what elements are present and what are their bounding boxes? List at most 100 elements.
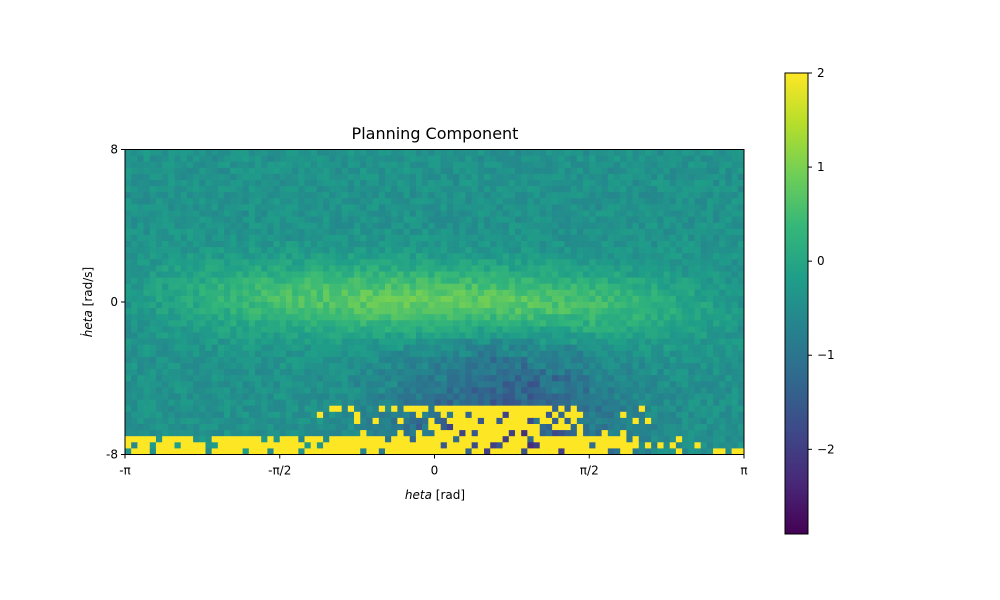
heatmap-cell	[384, 277, 392, 285]
heatmap-cell	[490, 161, 497, 169]
heatmap-cell	[706, 314, 714, 321]
heatmap-cell	[570, 387, 578, 394]
heatmap-cell	[731, 277, 739, 285]
heatmap-cell	[508, 253, 516, 260]
heatmap-cell	[719, 295, 726, 303]
heatmap-cell	[366, 283, 374, 291]
heatmap-cell	[329, 216, 336, 224]
heatmap-cell	[477, 338, 485, 346]
heatmap-cell	[372, 338, 380, 346]
heatmap-cell	[186, 411, 194, 419]
heatmap-cell	[502, 283, 510, 291]
heatmap-cell	[564, 332, 572, 340]
heatmap-cell	[508, 289, 516, 297]
heatmap-cell	[620, 186, 627, 193]
heatmap-cell	[335, 417, 343, 425]
heatmap-cell	[632, 155, 640, 163]
heatmap-cell	[626, 356, 634, 364]
heatmap-cell	[558, 375, 565, 382]
heatmap-cell	[242, 228, 250, 236]
heatmap-cell	[638, 198, 646, 205]
heatmap-cell	[514, 241, 522, 248]
heatmap-cell	[155, 216, 163, 224]
heatmap-cell	[533, 344, 541, 352]
heatmap-cell	[137, 167, 145, 175]
heatmap-cell	[347, 387, 355, 394]
heatmap-cell	[558, 265, 565, 272]
heatmap-cell	[279, 283, 287, 291]
heatmap-cell	[700, 149, 708, 157]
heatmap-cell	[403, 271, 411, 279]
heatmap-cell	[682, 332, 689, 340]
heatmap-cell	[620, 247, 627, 254]
heatmap-cell	[620, 369, 627, 376]
heatmap-cell	[174, 436, 182, 443]
heatmap-cell	[267, 289, 275, 297]
heatmap-cell	[304, 332, 312, 340]
heatmap-cell	[453, 155, 460, 163]
heatmap-cell	[428, 442, 435, 449]
heatmap-cell	[242, 271, 250, 279]
heatmap-cell	[558, 234, 565, 242]
heatmap-cell	[273, 222, 281, 230]
heatmap-cell	[688, 289, 695, 297]
heatmap-cell	[273, 259, 281, 266]
heatmap-cell	[477, 363, 485, 370]
heatmap-cell	[217, 417, 225, 425]
heatmap-cell	[273, 149, 281, 157]
heatmap-cell	[366, 387, 374, 394]
heatmap-cell	[632, 344, 640, 352]
heatmap-cell	[477, 387, 485, 394]
heatmap-cell	[564, 167, 572, 175]
heatmap-cell	[465, 442, 473, 449]
heatmap-cell	[366, 356, 374, 364]
heatmap-cell	[415, 277, 423, 285]
heatmap-cell	[391, 295, 398, 303]
heatmap-cell	[409, 234, 417, 242]
heatmap-cell	[273, 430, 281, 437]
heatmap-cell	[217, 314, 225, 321]
heatmap-cell	[564, 259, 572, 266]
heatmap-cell	[521, 228, 528, 236]
heatmap-cell	[329, 253, 336, 260]
heatmap-cell	[719, 326, 726, 333]
heatmap-cell	[576, 430, 584, 437]
heatmap-cell	[261, 161, 268, 169]
heatmap-cell	[180, 302, 188, 309]
heatmap-cell	[168, 241, 176, 248]
heatmap-cell	[224, 393, 231, 401]
heatmap-cell	[465, 393, 473, 401]
heatmap-cell	[477, 430, 485, 437]
heatmap-cell	[397, 198, 405, 205]
heatmap-cell	[428, 241, 435, 248]
heatmap-cell	[298, 405, 306, 413]
heatmap-cell	[360, 369, 367, 376]
heatmap-cell	[632, 234, 640, 242]
heatmap-cell	[149, 149, 157, 157]
heatmap-cell	[669, 442, 677, 449]
heatmap-cell	[465, 302, 473, 309]
heatmap-cell	[583, 173, 590, 181]
heatmap-cell	[576, 399, 584, 407]
heatmap-cell	[199, 271, 206, 279]
heatmap-cell	[279, 155, 287, 163]
heatmap-cell	[211, 314, 219, 321]
heatmap-cell	[186, 350, 194, 358]
heatmap-cell	[607, 289, 615, 297]
heatmap-cell	[224, 289, 231, 297]
heatmap-cell	[453, 234, 460, 242]
heatmap-cell	[545, 314, 553, 321]
heatmap-cell	[409, 424, 417, 431]
heatmap-cell	[688, 241, 695, 248]
heatmap-cell	[384, 173, 392, 181]
heatmap-cell	[304, 338, 312, 346]
heatmap-cell	[663, 320, 671, 327]
heatmap-cell	[366, 399, 374, 407]
heatmap-cell	[230, 436, 237, 443]
heatmap-cell	[682, 149, 689, 157]
heatmap-cell	[415, 271, 423, 279]
heatmap-cell	[527, 375, 535, 382]
heatmap-cell	[403, 411, 411, 419]
heatmap-cell	[731, 180, 739, 187]
heatmap-cell	[539, 198, 547, 205]
